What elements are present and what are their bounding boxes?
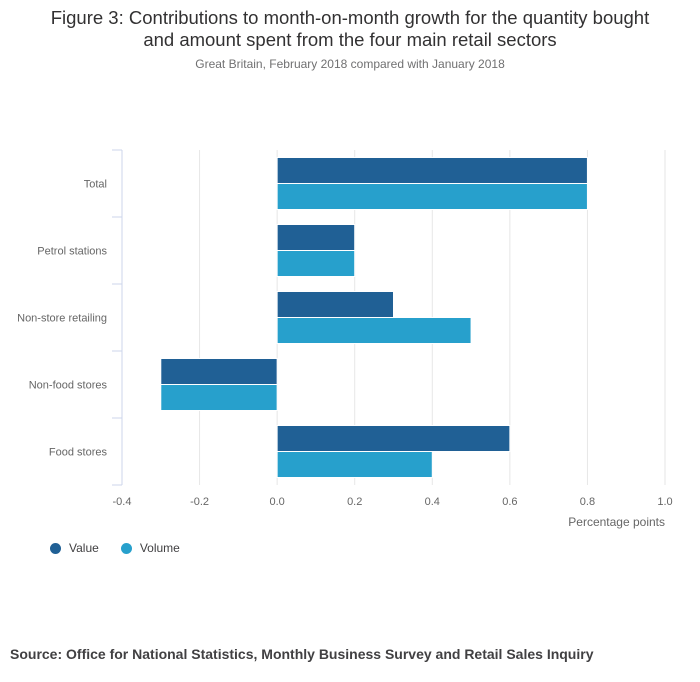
y-category-label: Non-store retailing xyxy=(17,313,107,325)
x-tick-label: -0.2 xyxy=(190,496,209,508)
x-axis-title: Percentage points xyxy=(568,515,665,529)
x-tick-label: 0.6 xyxy=(502,496,517,508)
bar-value xyxy=(160,358,278,385)
chart-title: Figure 3: Contributions to month-on-mont… xyxy=(0,7,700,51)
chart-title-line2: and amount spent from the four main reta… xyxy=(143,29,557,50)
legend-label-volume: Volume xyxy=(139,541,180,555)
x-tick-label: 0.2 xyxy=(347,496,362,508)
bar-value xyxy=(276,224,356,251)
x-tick-label: 0.8 xyxy=(580,496,595,508)
legend-label-value: Value xyxy=(69,541,99,555)
bar-volume xyxy=(160,384,278,411)
legend-dot-volume xyxy=(120,542,132,554)
legend-dot-value xyxy=(50,542,61,554)
legend-item-volume[interactable]: Volume xyxy=(120,541,180,555)
y-category-label: Non-food stores xyxy=(29,380,108,392)
x-tick-label: -0.4 xyxy=(113,496,132,508)
bar-volume xyxy=(276,250,356,277)
source-note: Source: Office for National Statistics, … xyxy=(10,646,594,662)
bar-volume xyxy=(276,451,433,478)
chart-subtitle: Great Britain, February 2018 compared wi… xyxy=(195,57,505,71)
x-tick-label: 0.4 xyxy=(425,496,440,508)
legend-item-value[interactable]: Value xyxy=(50,541,99,555)
legend: Value Volume xyxy=(50,541,180,555)
y-category-label: Food stores xyxy=(49,447,108,459)
bar-volume xyxy=(276,183,588,210)
y-category-label: Petrol stations xyxy=(37,246,107,258)
bar-volume xyxy=(276,317,472,344)
y-category-label: Total xyxy=(84,179,107,191)
bar-value xyxy=(276,157,588,184)
bar-value xyxy=(276,291,394,318)
x-tick-label: 0.0 xyxy=(269,496,284,508)
chart-title-line1: Figure 3: Contributions to month-on-mont… xyxy=(50,7,650,28)
bar-value xyxy=(276,425,511,452)
x-tick-label: 1.0 xyxy=(657,496,672,508)
